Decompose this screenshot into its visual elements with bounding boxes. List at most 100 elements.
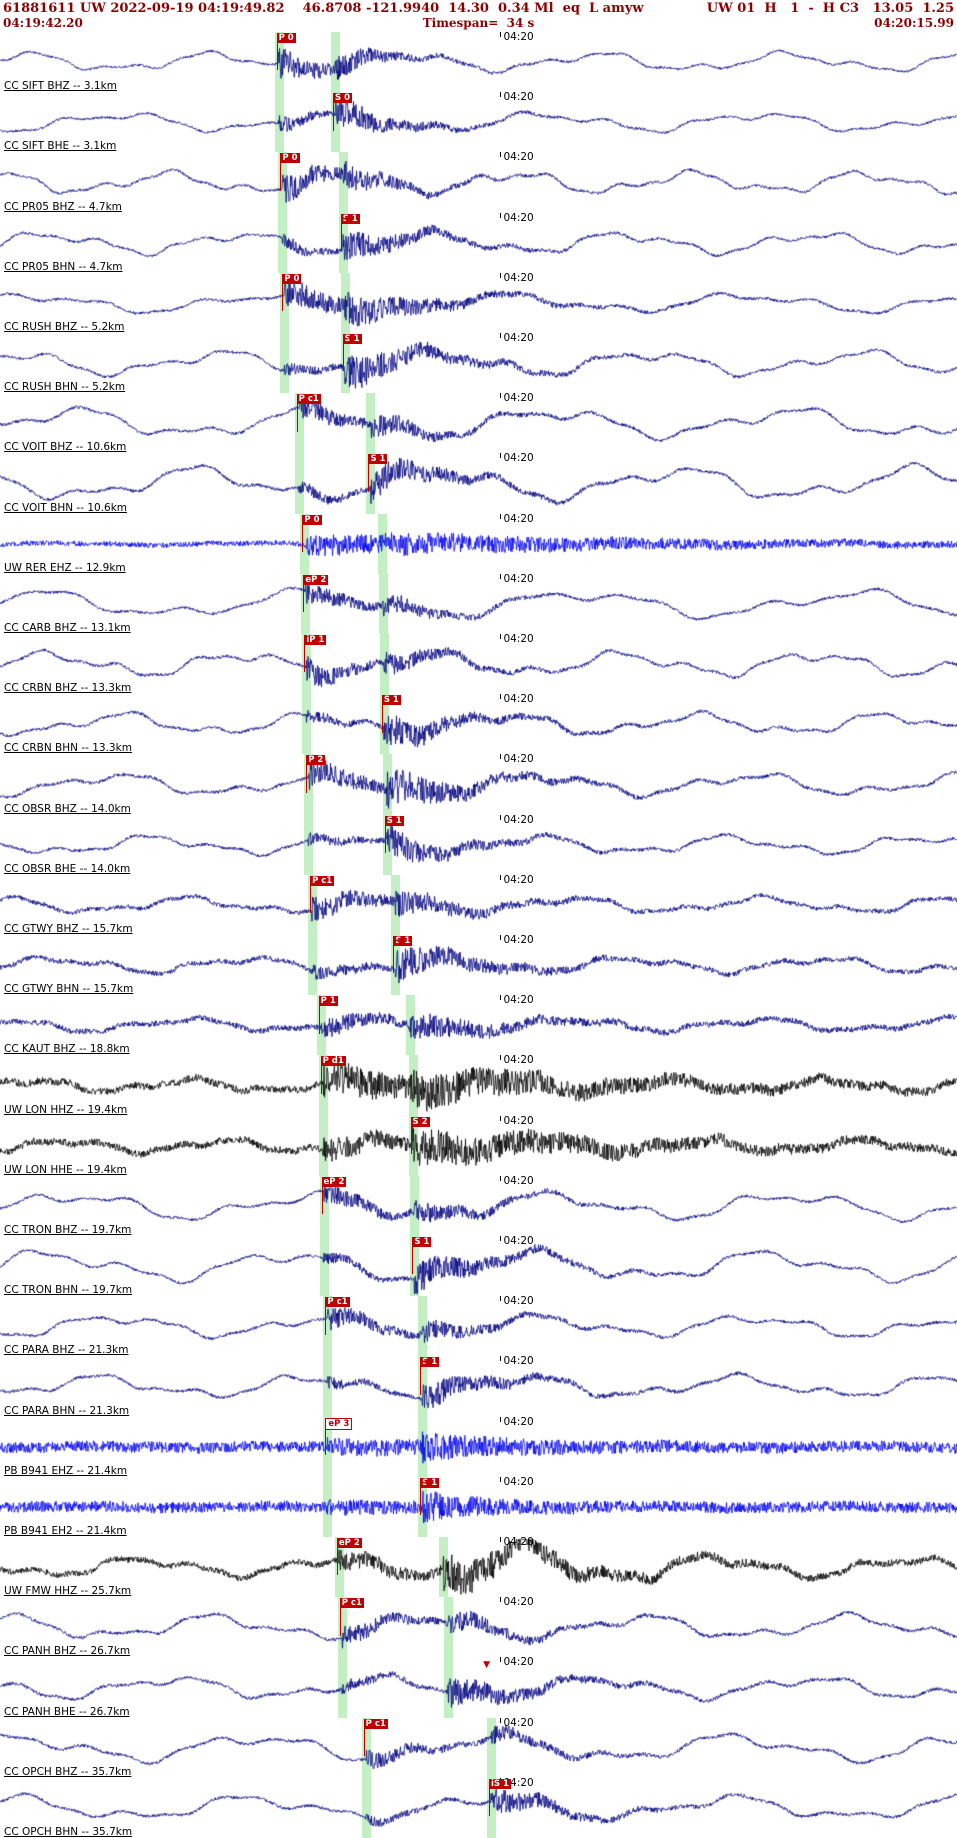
waveform-canvas[interactable] [0, 1175, 957, 1237]
waveform-canvas[interactable] [0, 272, 957, 334]
timespan-label: Timespan= 34 s [422, 16, 535, 30]
waveform-canvas[interactable] [0, 1115, 957, 1176]
pick-flag[interactable]: S 1 [381, 695, 401, 706]
pick-flag[interactable]: eP 3 [325, 1417, 353, 1430]
pick-flag[interactable]: eP 2 [336, 1538, 362, 1549]
pick-flag[interactable]: S 1 [412, 1237, 432, 1248]
triangle-marker-icon[interactable]: ▼ [423, 1359, 431, 1370]
waveform-canvas[interactable] [0, 573, 957, 635]
waveform-canvas[interactable] [0, 32, 957, 93]
waveform-canvas[interactable] [0, 935, 957, 996]
waveform-canvas[interactable] [0, 513, 957, 574]
trace-row-cc-panh-bhz: 04:20 P c1 CC PANH BHZ -- 26.7km [0, 1597, 957, 1658]
pick-pole [303, 574, 305, 613]
pick-flag[interactable]: P 2 [306, 755, 326, 766]
pick-pole [393, 936, 395, 974]
waveform-canvas[interactable] [0, 694, 957, 755]
waveform-canvas[interactable] [0, 1597, 957, 1658]
waveform-canvas[interactable] [0, 1476, 957, 1538]
pick-pole [342, 334, 344, 372]
pick-flag[interactable]: S 1 [340, 213, 360, 224]
pick-flag[interactable]: eP 2 [321, 1176, 347, 1187]
trace-row-cc-crbn-bhn: 04:20 S 1 CC CRBN BHN -- 13.3km [0, 694, 957, 755]
pick-flag[interactable]: S 2 [410, 1116, 430, 1127]
trace-row-cc-sift-bhe: 04:20 S 0 CC SIFT BHE -- 3.1km [0, 92, 957, 153]
triangle-marker-icon[interactable]: ▼ [344, 215, 352, 226]
pick-flag[interactable]: S 1 [420, 1477, 440, 1488]
time-tick-label: 04:20 [500, 272, 534, 284]
pick-flag[interactable]: S 1 [368, 454, 388, 465]
trace-label: CC SIFT BHZ -- 3.1km [4, 80, 117, 93]
waveform-canvas[interactable] [0, 333, 957, 394]
pick-pole [368, 454, 370, 492]
open-triangle-marker-icon[interactable]: ▽ [418, 1239, 426, 1250]
waveform-canvas[interactable] [0, 1356, 957, 1417]
waveform-canvas[interactable] [0, 754, 957, 815]
time-tick-label: 04:20 [500, 32, 534, 43]
waveform-canvas[interactable] [0, 1717, 957, 1778]
trace-row-cc-obsr-bhz: 04:20 P 2 CC OBSR BHZ -- 14.0km [0, 754, 957, 815]
waveform-canvas[interactable] [0, 212, 957, 273]
waveform-canvas[interactable] [0, 453, 957, 514]
waveform-canvas[interactable] [0, 1055, 957, 1116]
trace-row-cc-gtwy-bhz: 04:20 P c1 CC GTWY BHZ -- 15.7km [0, 874, 957, 936]
pick-flag[interactable]: S 1 [420, 1357, 440, 1368]
waveform-canvas[interactable] [0, 1777, 957, 1838]
trace-row-pb-b941-ehz: 04:20 eP 3 PB B941 EHZ -- 21.4km [0, 1416, 957, 1477]
triangle-marker-icon[interactable]: ▼ [348, 336, 356, 347]
pick-flag[interactable]: S 1 [384, 815, 404, 826]
time-tick-label: 04:20 [500, 995, 534, 1007]
trace-label: CC PARA BHN -- 21.3km [4, 1404, 130, 1417]
waveform-canvas[interactable] [0, 634, 957, 695]
waveform-canvas[interactable] [0, 92, 957, 153]
time-tick-label: 04:20 [500, 1296, 534, 1308]
waveform-canvas[interactable] [0, 995, 957, 1056]
waveform-canvas[interactable] [0, 1416, 957, 1477]
pick-flag[interactable]: P c1 [296, 394, 321, 405]
trace-label: CC CRBN BHN -- 13.3km [4, 742, 132, 755]
pick-flag[interactable]: S 1 [393, 936, 413, 947]
pick-flag[interactable]: P c1 [325, 1297, 350, 1308]
pick-flag[interactable]: P c1 [310, 875, 335, 886]
pick-pole [363, 1718, 365, 1756]
waveform-canvas[interactable] [0, 393, 957, 454]
pick-flag[interactable]: P d1 [320, 1056, 346, 1067]
pick-pole [410, 1116, 412, 1154]
waveform-canvas[interactable] [0, 1657, 957, 1718]
waveform-canvas[interactable] [0, 1236, 957, 1297]
event-header-line1: 61881611 UW 2022-09-19 04:19:49.82 46.87… [3, 1, 954, 16]
pick-flag[interactable]: P 0 [302, 514, 322, 525]
pick-flag[interactable]: eP 2 [303, 574, 329, 585]
waveform-canvas[interactable] [0, 1296, 957, 1357]
time-tick-label: 04:20 [500, 1115, 534, 1127]
pick-flag[interactable]: P c1 [339, 1598, 364, 1609]
trace-label: CC VOIT BHZ -- 10.6km [4, 441, 127, 454]
triangle-marker-icon[interactable]: ▼ [396, 938, 404, 949]
triangle-marker-icon[interactable]: ▼ [424, 1479, 432, 1490]
pick-flag[interactable]: S 1 [342, 334, 362, 345]
triangle-marker-icon[interactable]: ▼ [483, 1660, 491, 1671]
waveform-canvas[interactable] [0, 1537, 957, 1598]
event-header-line2: 04:19:42.20 Timespan= 34 s 04:20:15.99 [3, 16, 954, 31]
pick-flag[interactable]: P 0 [282, 273, 302, 284]
pick-pole [412, 1237, 414, 1275]
pick-flag[interactable]: iS 1 [489, 1778, 511, 1789]
pick-flag[interactable]: P 0 [280, 153, 300, 164]
waveform-canvas[interactable] [0, 814, 957, 875]
trace-label: UW RER EHZ -- 12.9km [4, 561, 126, 574]
trace-row-cc-obsr-bhe: 04:20 S 1 CC OBSR BHE -- 14.0km [0, 814, 957, 875]
pick-flag[interactable]: S 0 [333, 93, 353, 104]
pick-flag[interactable]: P 1 [318, 996, 338, 1007]
pick-flag[interactable]: P 0 [276, 33, 296, 43]
pick-flag[interactable]: iP 1 [304, 635, 327, 646]
event-header: 61881611 UW 2022-09-19 04:19:49.82 46.87… [0, 0, 957, 32]
waveform-canvas[interactable] [0, 874, 957, 936]
trace-row-uw-rer-ehz: 04:20 P 0 UW RER EHZ -- 12.9km [0, 513, 957, 574]
trace-label: UW LON HHE -- 19.4km [4, 1163, 127, 1176]
trace-label: CC CARB BHZ -- 13.1km [4, 622, 131, 635]
waveform-canvas[interactable] [0, 152, 957, 213]
pick-pole [276, 33, 278, 71]
trace-label: CC GTWY BHZ -- 15.7km [4, 923, 133, 936]
time-tick-label: 04:20 [500, 1717, 534, 1729]
pick-flag[interactable]: P c1 [363, 1718, 388, 1729]
